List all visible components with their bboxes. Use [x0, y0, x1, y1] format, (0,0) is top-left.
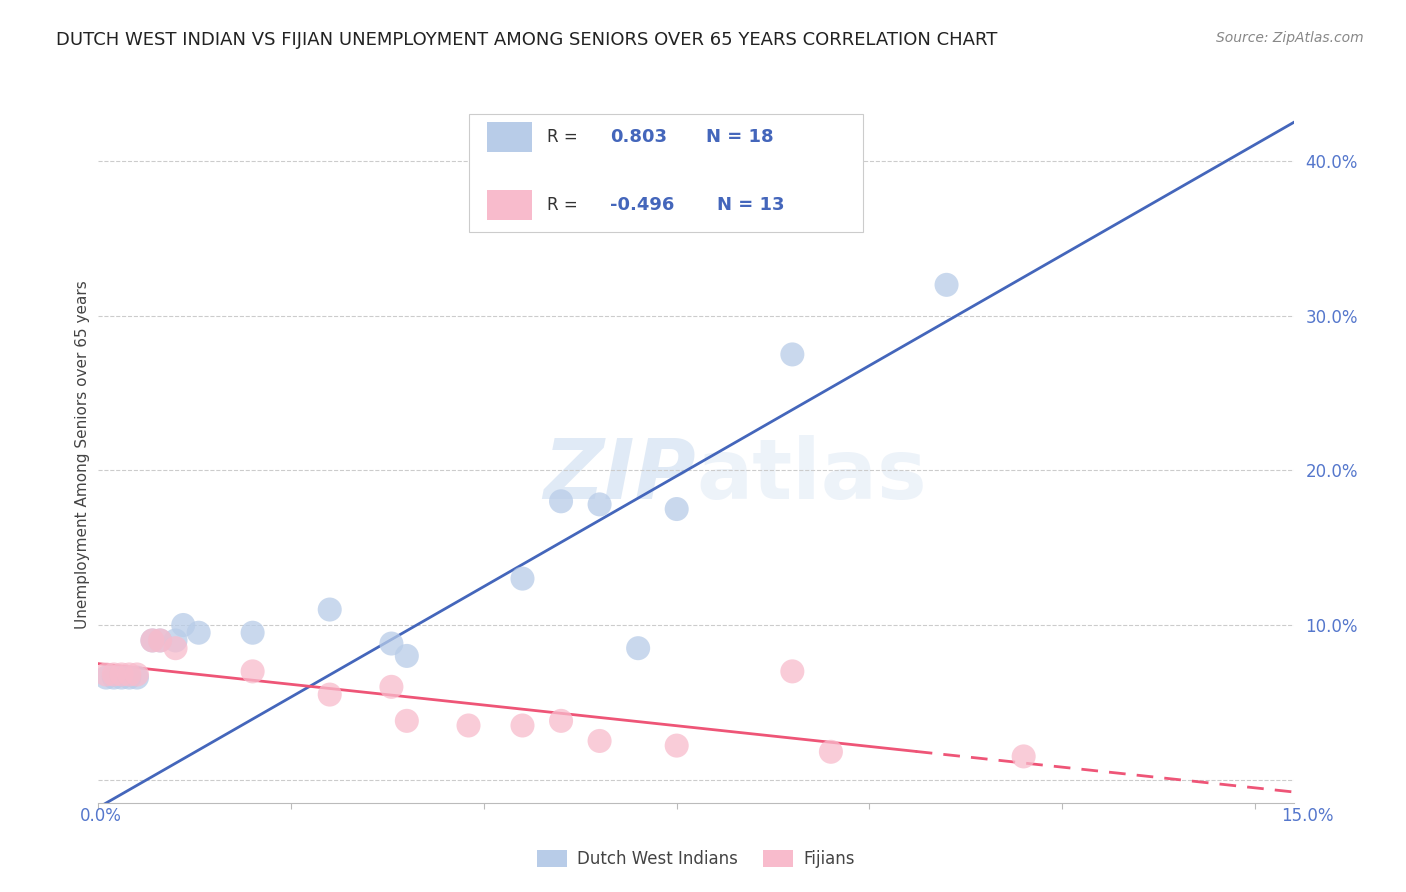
Text: 15.0%: 15.0% — [1281, 807, 1334, 825]
Text: R =: R = — [547, 195, 582, 214]
FancyBboxPatch shape — [486, 190, 533, 219]
Point — [141, 633, 163, 648]
Point — [627, 641, 650, 656]
Point — [125, 671, 148, 685]
Point — [512, 201, 534, 215]
Point — [457, 718, 479, 732]
Text: atlas: atlas — [696, 435, 927, 516]
Legend: Dutch West Indians, Fijians: Dutch West Indians, Fijians — [530, 843, 862, 874]
Point — [172, 618, 194, 632]
Point — [665, 739, 688, 753]
Point — [242, 625, 264, 640]
Point — [935, 277, 957, 292]
Text: 0.803: 0.803 — [610, 128, 666, 146]
Point — [94, 671, 117, 685]
Point — [820, 745, 842, 759]
Point — [782, 665, 804, 679]
Point — [380, 636, 402, 650]
Text: Source: ZipAtlas.com: Source: ZipAtlas.com — [1216, 31, 1364, 45]
Text: ZIP: ZIP — [543, 435, 696, 516]
Text: N = 18: N = 18 — [706, 128, 773, 146]
Point — [512, 572, 534, 586]
Point — [242, 665, 264, 679]
FancyBboxPatch shape — [486, 122, 533, 153]
Point — [141, 633, 163, 648]
Point — [512, 718, 534, 732]
Point — [187, 625, 209, 640]
Point — [110, 667, 132, 681]
Point — [550, 714, 572, 728]
Point — [1012, 749, 1035, 764]
Point — [125, 667, 148, 681]
Point — [550, 494, 572, 508]
Point — [103, 667, 125, 681]
Point — [94, 667, 117, 681]
Point — [319, 688, 342, 702]
Text: N = 13: N = 13 — [717, 195, 785, 214]
Point — [588, 497, 610, 511]
Text: R =: R = — [547, 128, 582, 146]
Point — [319, 602, 342, 616]
Text: 0.0%: 0.0% — [80, 807, 122, 825]
Point — [118, 671, 141, 685]
FancyBboxPatch shape — [470, 114, 863, 232]
Point — [782, 347, 804, 361]
Point — [118, 667, 141, 681]
Point — [665, 502, 688, 516]
Point — [395, 714, 418, 728]
Text: -0.496: -0.496 — [610, 195, 675, 214]
Point — [110, 671, 132, 685]
Point — [588, 734, 610, 748]
Point — [103, 671, 125, 685]
Point — [165, 641, 187, 656]
Point — [380, 680, 402, 694]
Point — [395, 648, 418, 663]
Point — [165, 633, 187, 648]
Point — [149, 633, 172, 648]
Y-axis label: Unemployment Among Seniors over 65 years: Unemployment Among Seniors over 65 years — [75, 281, 90, 629]
Point — [149, 633, 172, 648]
Text: DUTCH WEST INDIAN VS FIJIAN UNEMPLOYMENT AMONG SENIORS OVER 65 YEARS CORRELATION: DUTCH WEST INDIAN VS FIJIAN UNEMPLOYMENT… — [56, 31, 998, 49]
